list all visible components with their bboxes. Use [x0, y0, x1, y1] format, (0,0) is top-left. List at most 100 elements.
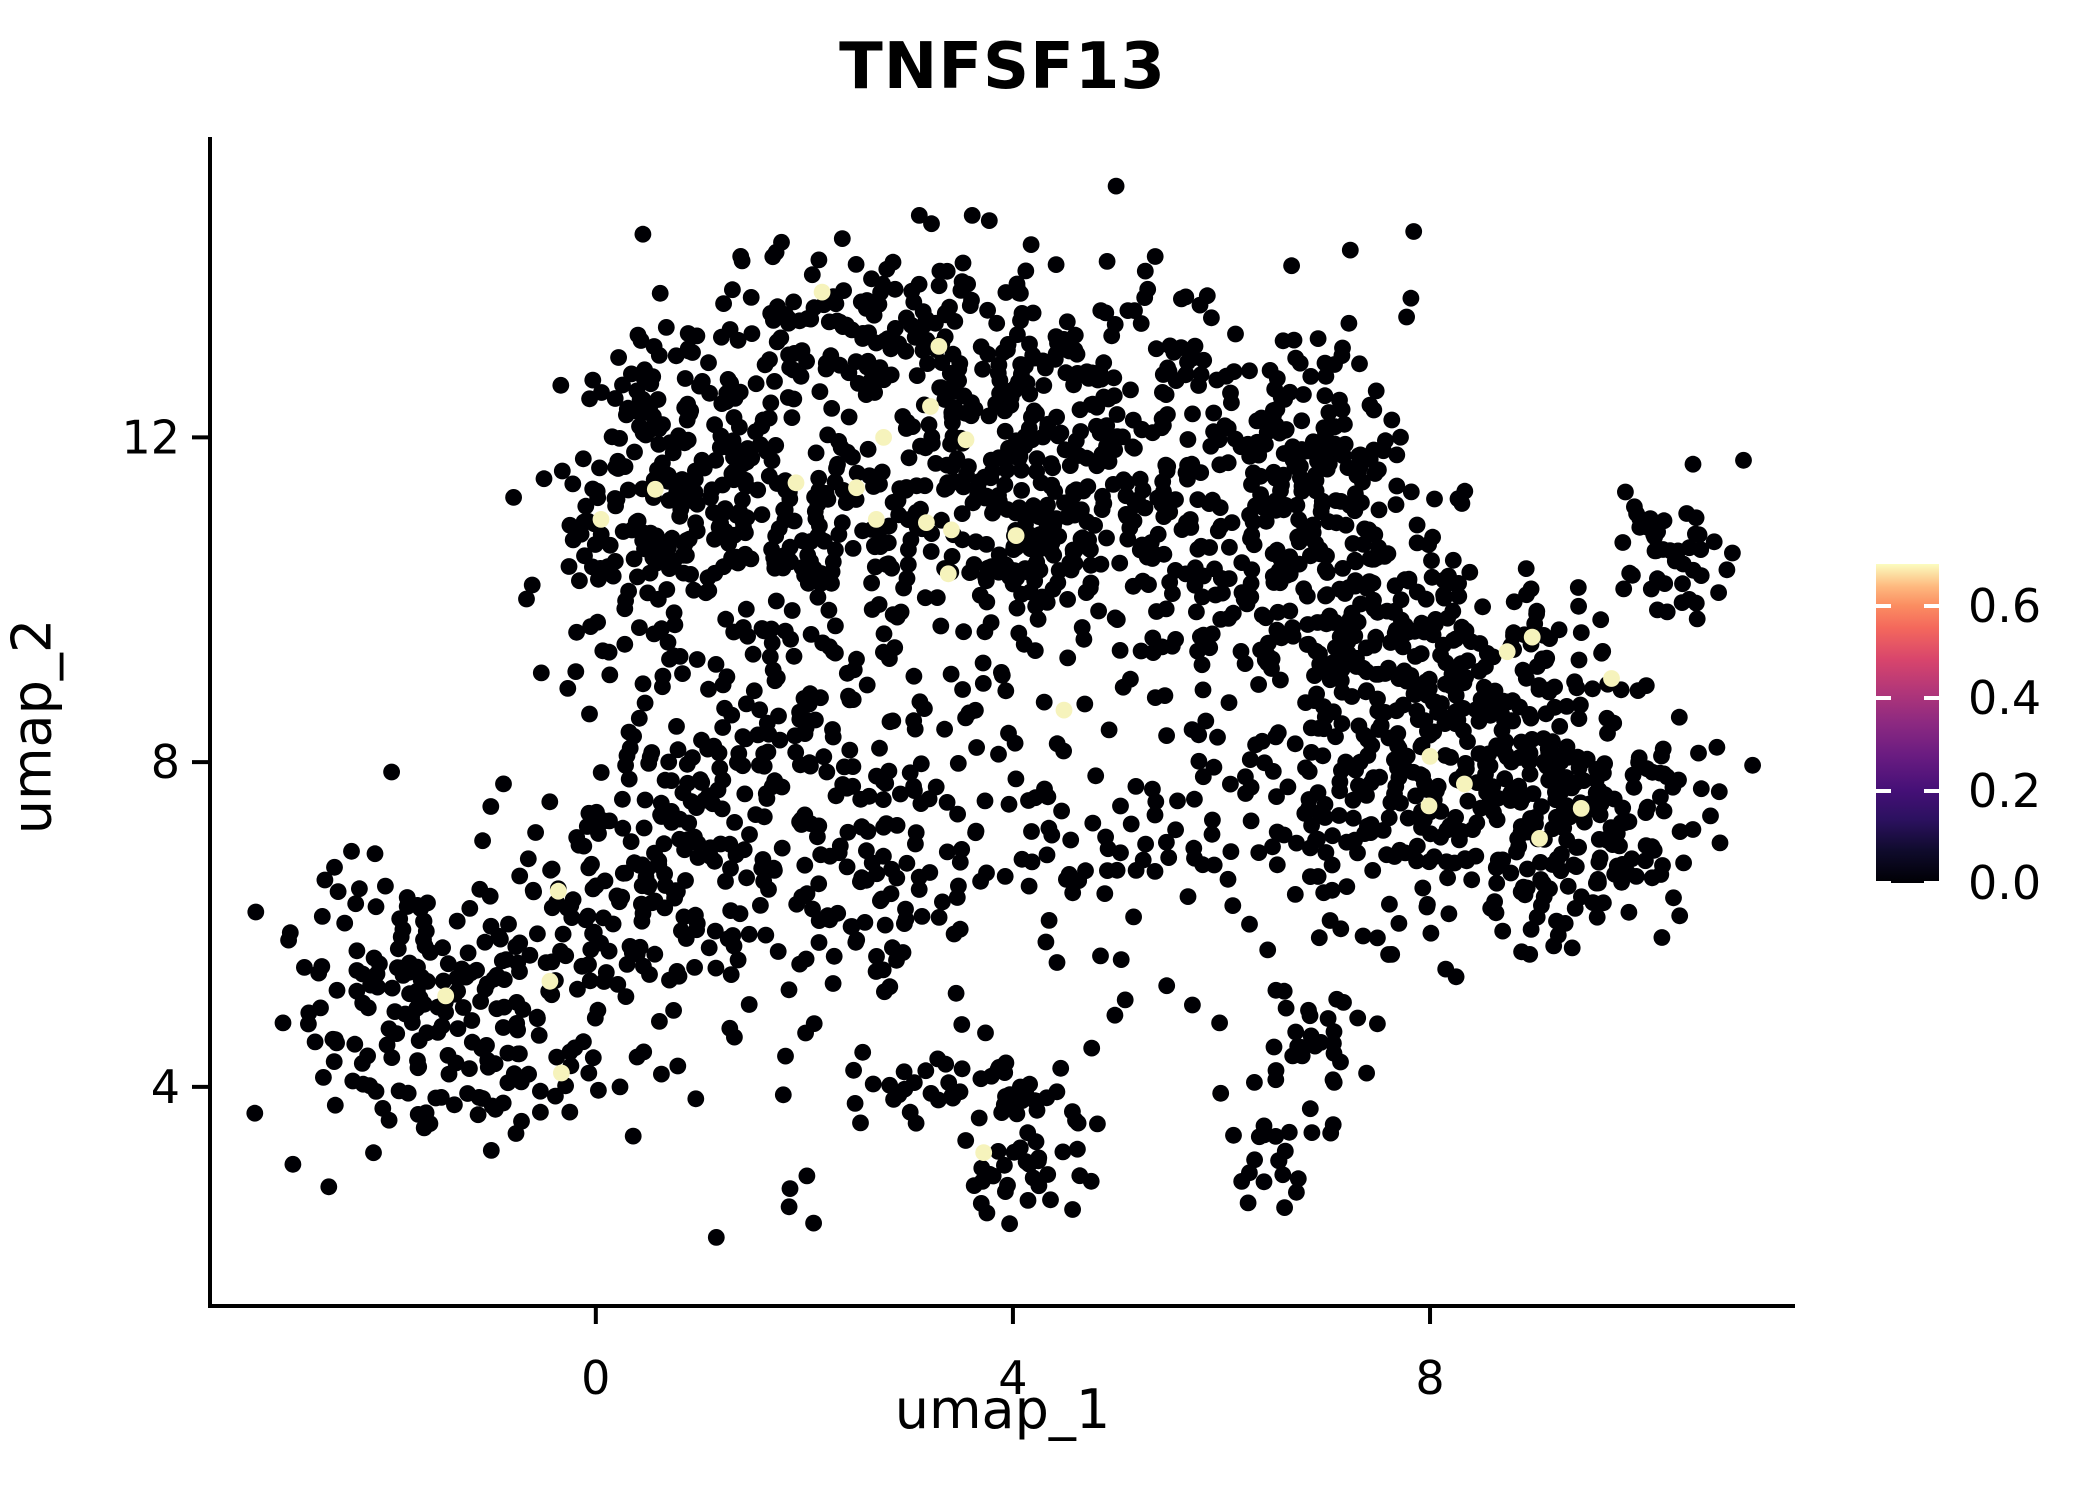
cell-point [753, 506, 771, 523]
cell-point [1464, 821, 1481, 838]
cell-point [1528, 658, 1546, 675]
cell-point [858, 676, 876, 694]
cell-point [1480, 745, 1498, 763]
cell-point [1674, 575, 1691, 593]
cell-point [1351, 355, 1368, 373]
cell-point [1250, 676, 1267, 693]
cell-point [1008, 569, 1026, 587]
cell-point [944, 414, 961, 431]
cell-point [1335, 994, 1352, 1011]
cell-point [607, 497, 624, 515]
cell-point [1069, 1140, 1086, 1158]
cell-point [1357, 683, 1375, 701]
cell-point [765, 549, 783, 566]
cell-point [1378, 846, 1395, 864]
cell-point [1189, 642, 1206, 660]
cell-point [1376, 704, 1394, 721]
cell-point [1062, 831, 1080, 849]
cell-point [822, 347, 840, 365]
cell-point [770, 520, 788, 537]
cell-point [1316, 431, 1334, 449]
cell-point [347, 895, 365, 913]
cell-point [578, 818, 596, 835]
cell-point [1589, 872, 1607, 890]
cell-point [1425, 848, 1443, 866]
cell-point [1122, 815, 1140, 833]
cell-point [749, 481, 767, 499]
cell-point [997, 682, 1015, 700]
cell-point [1385, 604, 1402, 621]
cell-point [751, 436, 769, 453]
cell-point [687, 906, 704, 924]
cell-point [783, 409, 801, 426]
cell-point [737, 730, 754, 748]
cell-point [1222, 843, 1240, 860]
cell-point [581, 972, 599, 990]
cell-point [1599, 724, 1616, 742]
cell-point [1587, 771, 1605, 789]
cell-point [1007, 770, 1025, 788]
cell-point [1383, 946, 1401, 963]
cell-point [1042, 1191, 1059, 1209]
cell-point [814, 634, 832, 652]
cell-point [543, 953, 561, 971]
cell-point [1502, 864, 1520, 882]
cell-point [1067, 541, 1084, 559]
cell-point [343, 842, 360, 860]
cell-point [1287, 1023, 1305, 1041]
cell-point [812, 846, 830, 864]
cell-point [1061, 457, 1079, 474]
cell-point [865, 306, 883, 324]
cell-point [650, 347, 668, 364]
cell-point [584, 1049, 602, 1067]
cell-point [1047, 328, 1065, 345]
cell-point [835, 758, 853, 776]
cell-point [1528, 602, 1546, 620]
cell-point [413, 968, 430, 986]
cell-point [507, 938, 525, 955]
cell-point [1034, 428, 1052, 446]
cell-point [1177, 366, 1194, 384]
cell-point [737, 471, 754, 489]
cell-point [919, 355, 936, 372]
cell-point [1380, 809, 1398, 827]
cell-point [974, 675, 992, 692]
cell-point [954, 254, 972, 272]
cell-point [761, 648, 779, 666]
cell-point [660, 539, 677, 557]
cell-point [1204, 491, 1221, 509]
cell-point [824, 721, 841, 738]
cell-point [1137, 835, 1154, 853]
cell-point [1341, 241, 1359, 259]
cell-point [1056, 494, 1073, 512]
cell-point [1295, 386, 1312, 403]
cell-point [1718, 561, 1736, 579]
cell-point [905, 712, 923, 730]
cell-point [1440, 905, 1458, 923]
cell-point [1416, 774, 1433, 792]
cell-point [1652, 788, 1669, 806]
cell-point [776, 501, 794, 519]
cell-point [1121, 519, 1139, 537]
cell-point [1307, 831, 1324, 849]
cell-point [760, 725, 778, 743]
cell-point [1237, 768, 1254, 786]
cell-point [1146, 863, 1164, 880]
cell-point [1402, 289, 1420, 307]
cell-point [874, 791, 892, 808]
cell-point [409, 1106, 427, 1123]
cell-point [1286, 886, 1304, 903]
cell-point [359, 1047, 376, 1065]
cell-point [579, 513, 597, 530]
cell-point [1216, 417, 1234, 435]
cell-point [1274, 1166, 1292, 1184]
cell-point [1156, 687, 1174, 704]
cell-point [274, 1014, 292, 1032]
cell-point [1598, 709, 1616, 727]
cell-point [573, 957, 591, 975]
cell-point [1337, 516, 1355, 534]
cell-point [937, 1055, 955, 1073]
colorbar-tick-label: 0.4 [1968, 671, 2042, 726]
cell-point [700, 680, 717, 698]
cell-point [968, 739, 985, 756]
